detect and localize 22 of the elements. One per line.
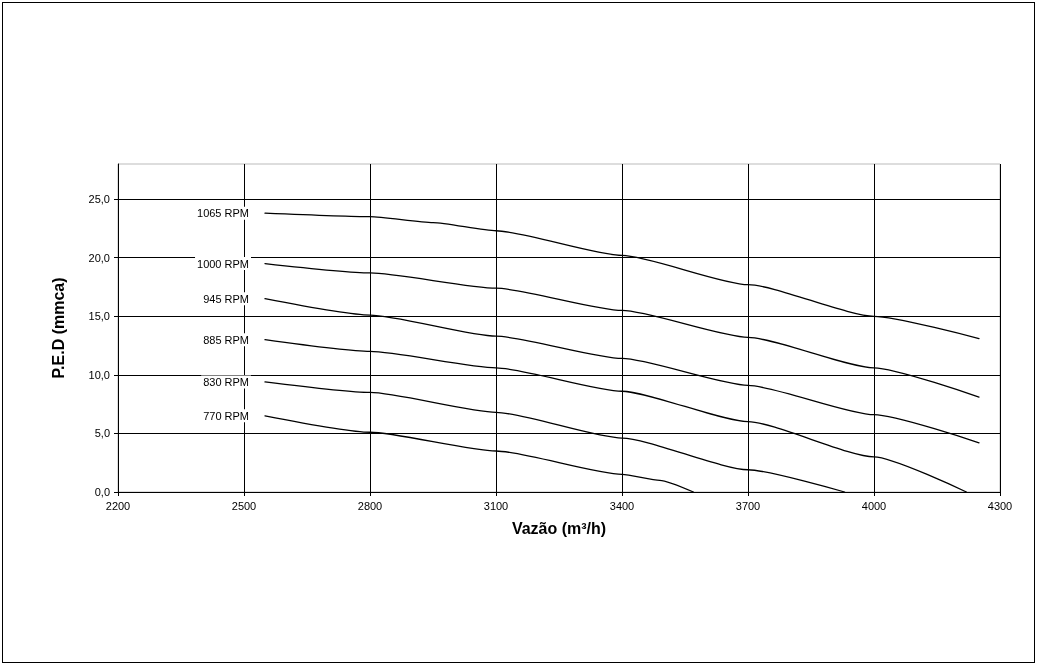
y-tick-label: 0,0 bbox=[94, 486, 110, 498]
series-label: 945 RPM bbox=[203, 292, 249, 305]
x-tick-label: 2500 bbox=[231, 499, 257, 512]
y-tick-label: 10,0 bbox=[88, 368, 110, 381]
series-label: 1000 RPM bbox=[197, 257, 249, 270]
x-tick-label: 4300 bbox=[987, 499, 1013, 512]
y-axis-title: P.E.D (mmca) bbox=[49, 277, 67, 379]
x-axis-title: Vazão (m³/h) bbox=[511, 519, 607, 537]
series-label: 830 RPM bbox=[203, 375, 249, 388]
x-tick-label: 4000 bbox=[861, 499, 887, 512]
x-tick-label: 3100 bbox=[483, 499, 509, 512]
y-tick-label: 15,0 bbox=[88, 310, 110, 323]
series-label: 1065 RPM bbox=[197, 207, 249, 220]
x-tick-label: 2800 bbox=[357, 499, 383, 512]
x-tick-label: 3400 bbox=[609, 499, 635, 512]
series-label: 770 RPM bbox=[203, 409, 249, 422]
x-tick-label: 2200 bbox=[105, 499, 131, 512]
x-tick-label: 3700 bbox=[735, 499, 761, 512]
y-tick-label: 5,0 bbox=[94, 427, 110, 440]
y-tick-label: 20,0 bbox=[88, 251, 110, 264]
y-tick-label: 25,0 bbox=[88, 193, 110, 206]
series-label: 885 RPM bbox=[203, 333, 249, 346]
